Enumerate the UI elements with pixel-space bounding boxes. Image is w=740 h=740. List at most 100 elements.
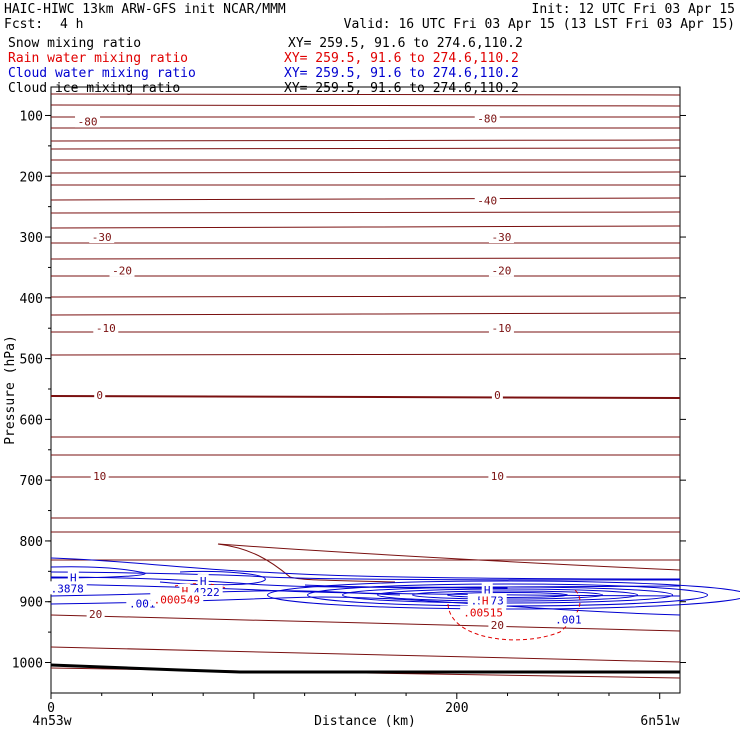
temperature-label: -30 [92,231,112,244]
cloud-core-ellipse [342,586,674,604]
init-time: Init: 12 UTC Fri 03 Apr 15 [532,2,736,17]
isotherm-line [217,543,681,571]
x-tick-label: 200 [445,701,468,716]
temperature-label: 10 [491,470,504,483]
isotherm-line [50,159,681,161]
isotherm-line [50,436,681,438]
valid-time: Valid: 16 UTC Fri 03 Apr 15 (13 LST Fri … [344,17,735,32]
field-xy-cloud-ice: XY= 259.5, 91.6 to 274.6,110.2 [284,81,519,96]
isotherm-line [50,147,681,150]
temperature-label-bg [488,468,507,482]
cloud-core-ellipse [377,588,639,602]
cloud-water-label-bg [552,612,585,626]
y-tick-label: 900 [20,596,43,611]
isotherm-line [50,211,681,214]
temperature-label-bg [75,114,101,128]
temperature-label: 0 [96,389,103,402]
temperature-label: 20 [89,608,102,621]
y-tick-label: 300 [20,231,43,246]
isotherm-line [50,614,681,632]
cloud-water-label: H [484,584,491,597]
rain-water-contours [174,583,581,641]
y-tick-label: 700 [20,474,43,489]
temperature-label-bg [109,263,135,277]
temperature-label-bg [491,388,503,402]
field-name-cloud-water: Cloud water mixing ratio [8,66,196,81]
isotherm-line [50,353,681,356]
field-name-snow: Snow mixing ratio [8,36,141,51]
y-tick-label: 600 [20,413,43,428]
y-tick-label: 1000 [12,657,43,672]
cloud-water-label: H [200,575,207,588]
temperature-label-bg [488,321,514,335]
temperature-label: 20 [491,619,504,632]
cloud-water-contours [50,557,740,616]
isotherm-line [50,197,681,201]
temperature-label: -20 [112,264,132,277]
temperature-label: -10 [96,322,116,335]
y-tick-label: 500 [20,353,43,368]
temperature-label: -30 [492,231,512,244]
temperature-label: -40 [477,195,497,208]
rain-water-label: H [482,595,489,608]
rain-water-label: H [182,585,189,598]
y-tick-label: 400 [20,292,43,307]
cloud-contour [50,590,401,597]
temperature-label-bg [474,193,500,207]
cloud-contour [50,571,681,581]
cloud-contour [304,584,508,589]
cloud-core-ellipse [412,590,604,600]
temperature-label: -80 [78,116,98,129]
temperature-label-bg [488,263,514,277]
header: HAIC-HIWC 13km ARW-GFS init NCAR/MMM Ini… [4,2,735,96]
x-tick-label: 0 [47,701,55,716]
isotherm-line [50,93,681,96]
field-name-rain: Rain water mixing ratio [8,51,188,66]
cloud-water-label: .001 [555,613,582,626]
forecast-label: Fcst: [4,17,43,32]
temperature-label-bg [93,321,119,335]
cloud-water-label-bg [67,570,79,584]
temperature-label-bg [488,230,514,244]
cloud-core-ellipse [447,592,569,598]
isotherm-line [50,476,681,478]
field-xy-snow: XY= 259.5, 91.6 to 274.6,110.2 [288,36,523,51]
isotherm-line [50,139,681,142]
isotherm-line [50,331,681,333]
isotherm-line [50,275,681,277]
temperature-label: -20 [492,264,512,277]
rain-water-label-bg [479,593,491,607]
isotherm-line [50,242,681,244]
temperature-label: -80 [477,113,497,126]
cloud-contour [159,570,266,586]
temperature-label-bg [474,111,500,125]
temperature-label-bg [86,606,105,620]
rain-water-label-bg [150,592,204,606]
rain-water-label: .000549 [154,593,200,606]
temperature-contours [50,93,681,679]
temperature-label: 0 [494,389,501,402]
terrain-profile [50,663,680,674]
y-tick-label: 800 [20,535,43,550]
isotherm-line [50,517,681,519]
isotherm-line [217,543,396,583]
terrain-line [50,663,680,674]
temperature-label-bg [94,388,106,402]
plot-frame [50,86,681,694]
temperature-label-bg [90,468,109,482]
rain-water-label-bg [460,605,507,619]
x-axis-title: Distance (km) [314,714,416,729]
cloud-water-label-bg [197,574,209,588]
temperature-label: 10 [93,470,106,483]
cloud-water-label-bg [47,581,87,595]
cloud-core-ellipse [267,580,740,610]
isotherm-line [50,531,681,533]
y-axis-title: Pressure (hPa) [3,335,18,445]
isotherm-line [50,171,681,174]
rain-water-label: .00515 [463,607,503,620]
isotherm-line [50,225,681,229]
y-tick-label: 100 [20,109,43,124]
cloud-water-label-bg [481,583,493,597]
